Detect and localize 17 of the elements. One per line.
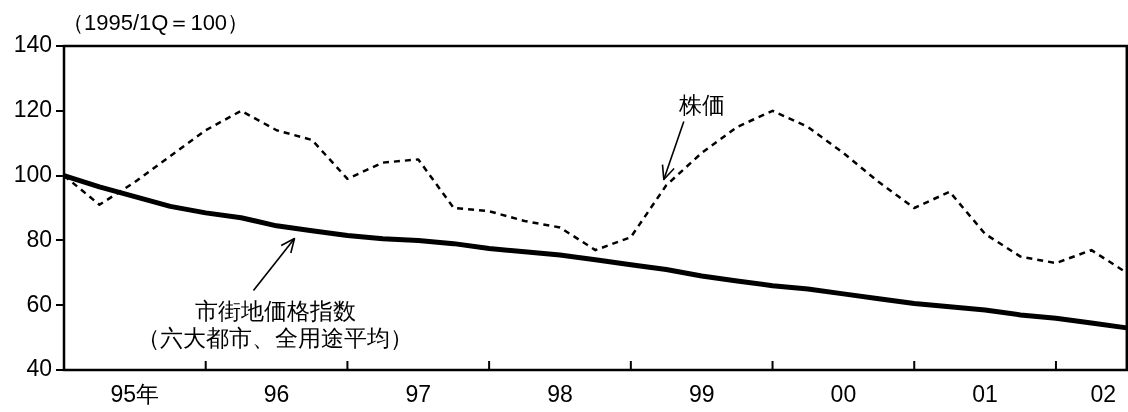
y-axis-title: （1995/1Q＝100） [62, 10, 250, 36]
x-tick-label: 99 [688, 381, 715, 408]
legend-label: 市街地価格指数（六大都市、全用途平均） [137, 297, 414, 351]
y-tick-label: 60 [26, 290, 52, 317]
x-tick-label: 96 [263, 381, 290, 408]
y-tick-label: 80 [26, 225, 52, 252]
y-tick-label: 40 [26, 355, 52, 382]
x-tick-label: 95年 [110, 381, 160, 408]
y-tick-label: 120 [13, 96, 52, 123]
x-tick-label: 97 [405, 381, 432, 408]
y-tick-label: 140 [13, 31, 52, 58]
series-label: 株価 [678, 91, 726, 118]
x-tick-label: 98 [547, 381, 573, 408]
x-tick-label: 00 [830, 381, 857, 408]
y-tick-label: 100 [13, 160, 52, 187]
x-tick-label: 01 [972, 381, 998, 408]
x-tick-label: 02 [1090, 381, 1116, 408]
